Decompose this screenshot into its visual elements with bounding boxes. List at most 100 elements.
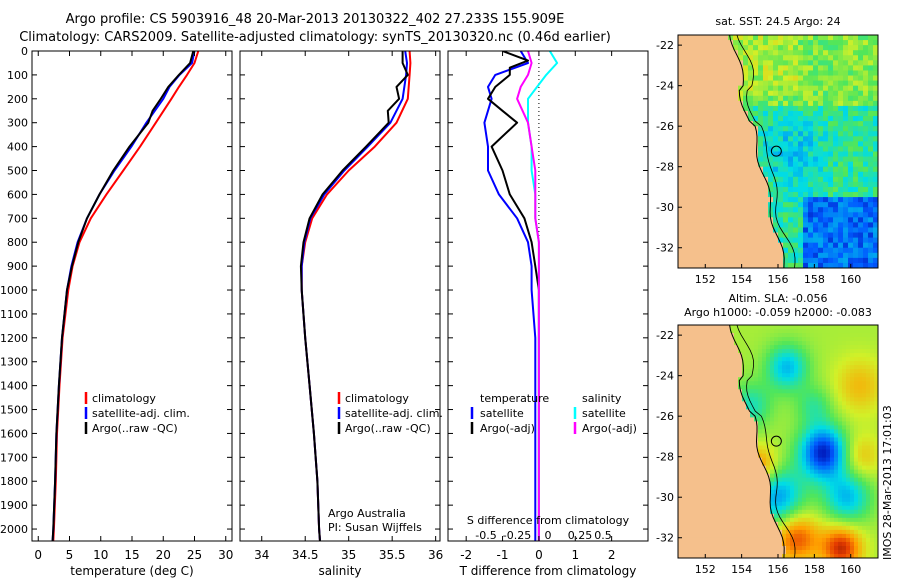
heatmap-cell xyxy=(698,35,704,41)
heatmap-cell xyxy=(682,461,687,467)
heatmap-cell xyxy=(773,227,779,234)
heatmap-cell xyxy=(838,449,843,455)
heatmap-cell xyxy=(838,227,844,234)
heatmap-cell xyxy=(703,262,709,268)
heatmap-cell xyxy=(866,341,871,346)
heatmap-cell xyxy=(714,529,719,535)
heatmap-cell xyxy=(718,425,723,431)
heatmap-cell xyxy=(730,553,735,558)
heatmap-cell xyxy=(763,212,769,218)
heatmap-cell xyxy=(738,329,743,334)
heatmap-cell xyxy=(706,509,711,515)
heatmap-cell xyxy=(770,505,775,511)
heatmap-cell xyxy=(743,181,749,188)
heatmap-cell xyxy=(828,65,834,72)
heatmap-cell xyxy=(862,397,867,402)
heatmap-cell xyxy=(750,497,755,503)
heatmap-cell xyxy=(854,401,859,406)
heatmap-cell xyxy=(738,441,743,447)
heatmap-cell xyxy=(703,192,709,198)
heatmap-cell xyxy=(814,365,819,370)
heatmap-cell xyxy=(782,409,787,414)
heatmap-cell xyxy=(803,116,809,122)
heatmap-cell xyxy=(702,333,707,338)
heatmap-cell xyxy=(730,521,735,527)
heatmap-cell xyxy=(678,329,683,334)
heatmap-cell xyxy=(763,90,769,97)
heatmap-cell xyxy=(706,409,711,414)
heatmap-cell xyxy=(678,100,684,107)
heatmap-cell xyxy=(843,237,849,244)
heatmap-cell xyxy=(733,131,739,137)
heatmap-cell xyxy=(830,489,835,495)
heatmap-cell xyxy=(850,497,855,503)
heatmap-cell xyxy=(874,401,878,406)
heatmap-cell xyxy=(798,70,804,77)
heatmap-cell xyxy=(828,136,834,142)
heatmap-cell xyxy=(790,437,795,443)
heatmap-cell xyxy=(806,389,811,394)
heatmap-cell xyxy=(854,513,859,519)
heatmap-cell xyxy=(726,409,731,414)
heatmap-cell xyxy=(730,501,735,507)
heatmap-cell xyxy=(714,477,719,483)
heatmap-cell xyxy=(718,385,723,390)
heatmap-cell xyxy=(714,417,719,423)
heatmap-cell xyxy=(690,441,695,447)
heatmap-cell xyxy=(848,161,854,168)
heatmap-cell xyxy=(808,156,814,163)
heatmap-cell xyxy=(738,227,744,234)
heatmap-cell xyxy=(694,413,699,418)
heatmap-cell xyxy=(686,437,691,443)
heatmap-cell xyxy=(730,485,735,491)
heatmap-cell xyxy=(722,553,727,558)
heatmap-cell xyxy=(693,192,699,198)
heatmap-cell xyxy=(778,553,783,558)
heatmap-cell xyxy=(778,247,784,254)
heatmap-cell xyxy=(688,75,694,82)
heatmap-cell xyxy=(750,461,755,467)
heatmap-cell xyxy=(690,541,695,547)
heatmap-cell xyxy=(758,232,764,239)
heatmap-cell xyxy=(746,369,751,374)
heatmap-cell xyxy=(718,90,724,97)
heatmap-cell xyxy=(718,421,723,427)
heatmap-cell xyxy=(682,369,687,374)
heatmap-cell xyxy=(834,377,839,382)
heatmap-cell xyxy=(818,90,824,97)
heatmap-cell xyxy=(808,45,814,51)
heatmap-cell xyxy=(870,345,875,350)
heatmap-cell xyxy=(693,242,699,249)
heatmap-cell xyxy=(766,513,771,519)
heatmap-cell xyxy=(854,413,859,418)
heatmap-cell xyxy=(843,60,849,66)
heatmap-cell xyxy=(798,545,803,551)
heatmap-cell xyxy=(798,207,804,213)
heatmap-cell xyxy=(810,409,815,414)
heatmap-cell xyxy=(718,341,723,346)
heatmap-cell xyxy=(866,421,871,427)
heatmap-cell xyxy=(873,237,878,244)
heatmap-cell xyxy=(748,35,754,41)
heatmap-cell xyxy=(822,529,827,535)
heatmap-cell xyxy=(858,131,864,137)
heatmap-cell xyxy=(758,222,764,229)
heatmap-cell xyxy=(698,517,703,523)
heatmap-cell xyxy=(698,477,703,483)
heatmap-cell xyxy=(830,413,835,418)
heatmap-cell xyxy=(866,345,871,350)
heatmap-cell xyxy=(794,441,799,447)
heatmap-cell xyxy=(690,413,695,418)
heatmap-cell xyxy=(693,156,699,163)
heatmap-cell xyxy=(750,397,755,402)
heatmap-cell xyxy=(768,121,774,127)
heatmap-cell xyxy=(850,553,855,558)
heatmap-cell xyxy=(838,365,843,370)
heatmap-cell xyxy=(738,401,743,406)
heatmap-cell xyxy=(770,461,775,467)
heatmap-cell xyxy=(848,186,854,193)
heatmap-cell xyxy=(766,545,771,551)
heatmap-cell xyxy=(768,126,774,132)
heatmap-cell xyxy=(770,549,775,555)
heatmap-cell xyxy=(806,369,811,374)
